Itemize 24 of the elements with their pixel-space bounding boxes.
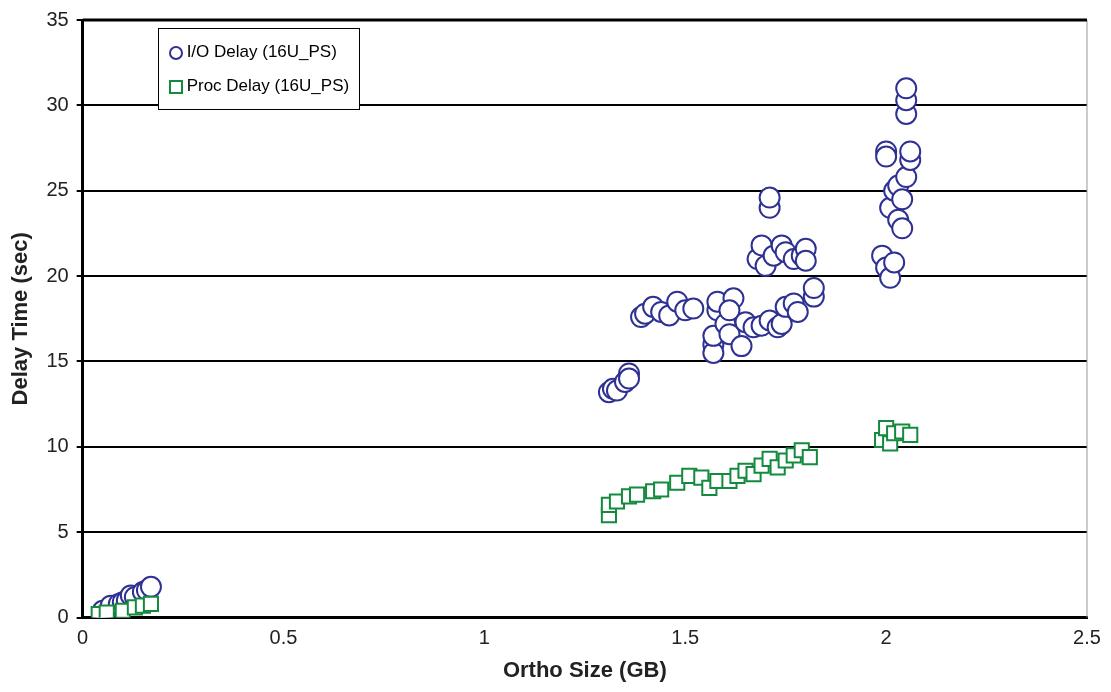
x-tick-label: 1.5: [671, 626, 700, 649]
point: [98, 604, 115, 618]
point: [902, 426, 919, 443]
point: [801, 449, 818, 466]
legend-label: I/O Delay (16U_PS): [186, 42, 337, 61]
y-tick-label: 25: [46, 178, 69, 201]
x-tick-label: 0: [77, 626, 89, 649]
y-tick-label: 5: [57, 519, 69, 542]
x-tick-label: 0.5: [269, 626, 298, 649]
legend-label: Proc Delay (16U_PS): [186, 76, 350, 95]
x-tick-label: 2: [880, 626, 892, 649]
x-tick-label: 2.5: [1073, 626, 1101, 649]
y-tick-label: 0: [57, 605, 69, 628]
x-axis-title: Ortho Size (GB): [502, 656, 667, 682]
y-tick-label: 30: [46, 92, 69, 115]
y-tick-label: 15: [46, 349, 69, 371]
y-axis-title: Delay Time (sec): [7, 232, 33, 406]
point: [653, 481, 670, 498]
point: [142, 595, 160, 613]
y-tick-label: 20: [46, 263, 69, 286]
point: [628, 486, 646, 503]
y-tick-label: 35: [46, 7, 69, 30]
y-tick-label: 10: [46, 434, 69, 457]
x-tick-label: 1: [478, 626, 490, 649]
